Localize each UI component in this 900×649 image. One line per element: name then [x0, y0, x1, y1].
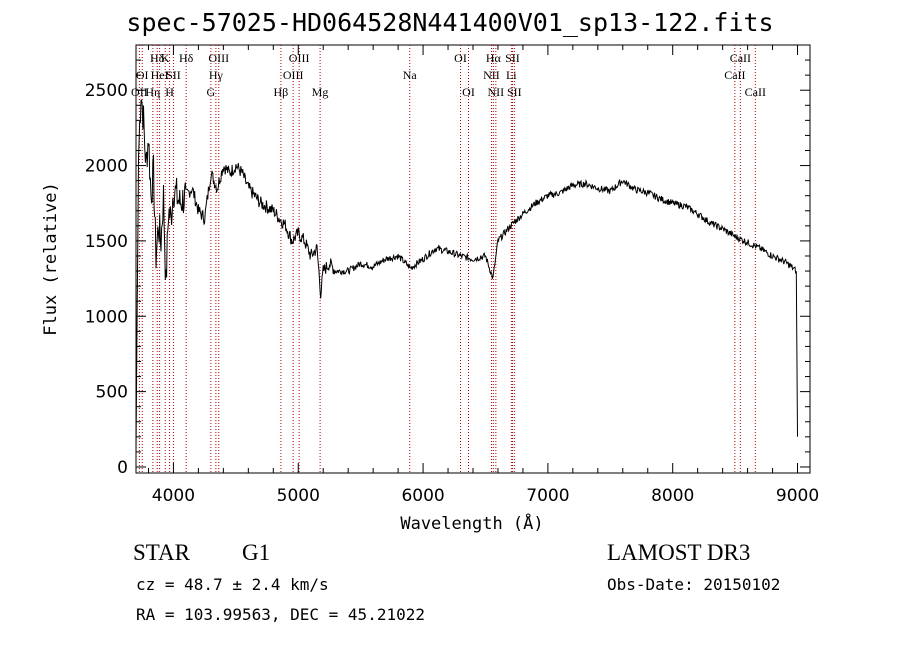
object-class: STAR: [133, 540, 190, 565]
observation-date: Obs-Date: 20150102: [607, 575, 781, 594]
x-tick-label-2: 6000: [401, 486, 444, 506]
line-marker-label-18: OI: [462, 85, 475, 99]
line-marker-label-19: NII: [483, 68, 500, 82]
line-marker-label-23: SII: [505, 51, 520, 65]
line-marker-label-10: Hγ: [209, 68, 224, 82]
line-marker-label-14: OIII: [289, 51, 310, 65]
object-subclass: G1: [242, 540, 271, 565]
x-tick-label-0: 4000: [152, 486, 195, 506]
plot-frame: [135, 44, 811, 474]
line-marker-label-22: Li: [506, 68, 517, 82]
line-marker-label-12: Hβ: [274, 85, 289, 99]
x-axis-label: Wavelength (Å): [400, 512, 543, 534]
survey-name: LAMOST DR3: [607, 540, 751, 565]
line-marker-label-6: H: [165, 85, 174, 99]
line-marker-label-8: Hδ: [179, 51, 194, 65]
line-marker-label-15: Mg: [312, 85, 329, 99]
chart-title: spec-57025-HD064528N441400V01_sp13-122.f…: [126, 8, 774, 37]
line-marker-label-4: HeI: [151, 68, 169, 82]
line-marker-label-3: Hδ: [150, 51, 165, 65]
line-marker-label-24: SII: [507, 85, 522, 99]
line-marker-label-0: OII: [131, 85, 148, 99]
y-tick-label-0: 0: [117, 458, 128, 478]
redshift-cz: cz = 48.7 ± 2.4 km/s: [136, 575, 329, 594]
line-marker-labels: OIIOIHηHδHeIKHSIIHδGHγOIIIHβOIIIOIIIMgNa…: [131, 51, 766, 99]
coordinates: RA = 103.99563, DEC = 45.21022: [136, 605, 425, 624]
line-marker-label-2: Hη: [145, 85, 160, 99]
line-markers: [138, 45, 756, 473]
x-tick-label-5: 9000: [776, 486, 819, 506]
flux-series-line: [135, 99, 798, 452]
axis-ticks: 4000 5000 6000 7000 8000 9000 0 500 1000 1500 2000…: [85, 45, 819, 506]
x-tick-label-4: 8000: [651, 486, 694, 506]
y-tick-label-2: 1000: [85, 307, 128, 327]
x-tick-label-3: 7000: [526, 486, 569, 506]
line-marker-label-13: OIII: [283, 68, 304, 82]
line-marker-label-21: NII: [488, 85, 505, 99]
line-marker-label-5: K: [161, 51, 170, 65]
y-axis-label: Flux (relative): [41, 182, 61, 336]
line-marker-label-17: OI: [454, 51, 467, 65]
y-tick-label-5: 2500: [85, 81, 128, 101]
y-tick-label-1: 500: [96, 383, 128, 403]
x-tick-label-1: 5000: [277, 486, 320, 506]
y-tick-label-4: 2000: [85, 157, 128, 177]
line-marker-label-1: OI: [136, 68, 149, 82]
line-marker-label-20: Hα: [486, 51, 502, 65]
y-tick-label-3: 1500: [85, 232, 128, 252]
line-marker-label-9: G: [207, 85, 216, 99]
line-marker-label-11: OIII: [208, 51, 229, 65]
line-marker-label-16: Na: [403, 68, 418, 82]
line-marker-label-25: CaII: [724, 68, 745, 82]
line-marker-label-26: CaII: [730, 51, 751, 65]
line-marker-label-7: SII: [166, 68, 181, 82]
line-marker-label-27: CaII: [745, 85, 766, 99]
